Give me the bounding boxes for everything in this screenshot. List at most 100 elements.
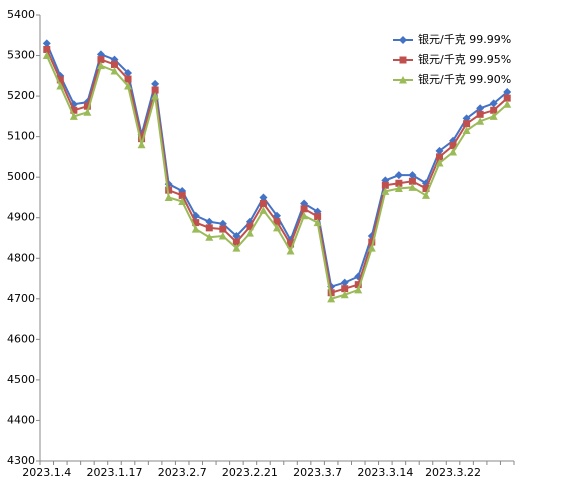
data-point — [394, 184, 403, 193]
data-point — [395, 179, 403, 187]
data-point — [489, 112, 498, 120]
data-point — [138, 135, 146, 143]
data-point — [287, 240, 295, 248]
data-point — [232, 238, 240, 246]
x-tick-label: 2023.2.21 — [222, 466, 278, 479]
data-point — [97, 56, 105, 64]
data-point — [503, 94, 511, 102]
data-point — [124, 81, 133, 90]
data-point — [124, 68, 133, 77]
data-point — [381, 181, 389, 189]
data-point — [381, 187, 390, 195]
y-tick-label: 5400 — [7, 8, 35, 21]
legend-label: 银元/千克 99.90% — [418, 72, 511, 86]
data-point — [259, 200, 267, 208]
data-point — [300, 205, 308, 213]
data-point — [462, 126, 471, 135]
data-point — [340, 290, 349, 299]
x-tick-label: 2023.1.17 — [86, 466, 142, 479]
x-tick-label: 2023.2.7 — [158, 466, 207, 479]
data-point — [151, 79, 160, 88]
data-point — [476, 104, 485, 113]
data-point — [245, 229, 254, 237]
data-point — [422, 185, 430, 193]
data-point — [164, 193, 173, 201]
data-point — [273, 218, 281, 226]
y-tick-label: 4300 — [7, 454, 35, 467]
legend-label: 银元/千克 99.95% — [418, 52, 511, 66]
data-point — [286, 246, 295, 255]
data-point — [340, 278, 349, 287]
data-point — [42, 51, 51, 60]
x-tick-label: 2023.3.22 — [425, 466, 481, 479]
data-point — [421, 191, 430, 199]
y-tick-label: 5100 — [7, 130, 35, 143]
data-point — [476, 110, 484, 118]
data-point — [354, 285, 363, 294]
data-point — [205, 233, 214, 241]
data-point — [503, 88, 512, 97]
y-tick-label: 5000 — [7, 170, 35, 183]
legend-label: 银元/千克 99.99% — [418, 32, 511, 46]
data-point — [354, 281, 362, 289]
data-point — [219, 225, 227, 233]
data-point — [408, 183, 417, 191]
data-point — [191, 225, 200, 233]
y-tick-label: 4900 — [7, 211, 35, 224]
data-point — [70, 106, 78, 114]
data-point — [42, 39, 51, 48]
data-point — [463, 120, 471, 128]
data-point — [151, 92, 160, 100]
data-point — [314, 213, 322, 221]
data-point — [259, 206, 268, 214]
legend-marker — [399, 36, 407, 44]
legend-marker — [399, 76, 407, 84]
data-point — [490, 106, 498, 114]
data-point — [56, 76, 64, 84]
data-point — [151, 86, 159, 94]
data-point — [83, 108, 92, 116]
data-point — [232, 244, 241, 252]
data-point — [300, 211, 309, 220]
data-point — [476, 117, 485, 125]
data-point — [83, 102, 91, 110]
y-tick-label: 4500 — [7, 373, 35, 386]
x-tick-label: 2023.3.14 — [357, 466, 413, 479]
data-point — [435, 146, 444, 155]
data-point — [394, 171, 403, 180]
data-point — [368, 238, 376, 246]
data-point — [56, 81, 65, 90]
legend-marker — [399, 56, 407, 64]
data-point — [96, 61, 105, 70]
data-point — [124, 75, 132, 83]
y-tick-label: 5300 — [7, 49, 35, 62]
data-point — [489, 99, 498, 108]
data-point — [218, 231, 227, 240]
data-point — [436, 153, 444, 161]
y-tick-label: 4400 — [7, 413, 35, 426]
data-point — [435, 158, 444, 167]
data-point — [273, 223, 281, 232]
data-point — [503, 100, 512, 108]
data-point — [110, 66, 119, 75]
data-point — [449, 148, 458, 156]
data-point — [110, 60, 118, 68]
data-point — [69, 112, 78, 120]
data-point — [341, 285, 349, 293]
data-point — [313, 218, 322, 227]
data-point — [246, 223, 254, 231]
y-tick-label: 4600 — [7, 332, 35, 345]
data-point — [408, 171, 417, 180]
y-tick-label: 4700 — [7, 292, 35, 305]
y-tick-label: 5200 — [7, 89, 35, 102]
data-point — [43, 45, 51, 53]
data-point — [137, 140, 146, 149]
data-point — [205, 224, 213, 232]
data-point — [449, 142, 457, 150]
data-point — [408, 177, 416, 185]
data-point — [232, 231, 241, 240]
x-tick-label: 2023.3.7 — [293, 466, 342, 479]
data-point — [178, 197, 187, 206]
x-tick-label: 2023.1.4 — [22, 466, 71, 479]
